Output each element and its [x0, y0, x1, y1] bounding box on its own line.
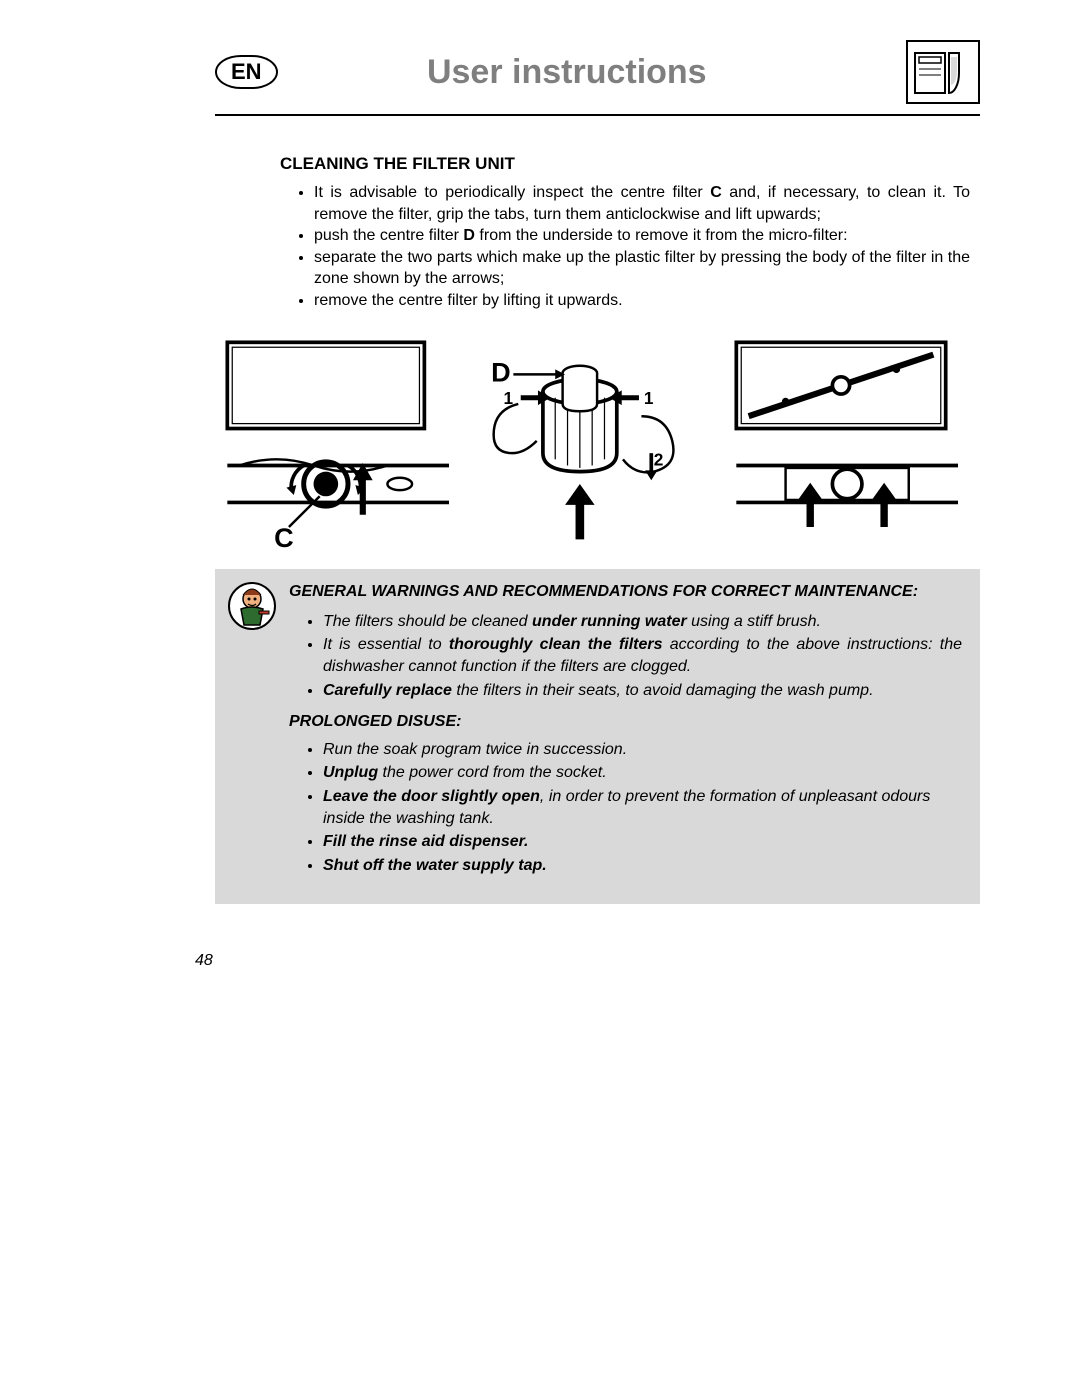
text: push the centre filter	[314, 227, 463, 244]
filter-diagram-strip: C 1	[215, 330, 970, 552]
text: from the underside to remove it from the…	[475, 227, 848, 244]
warnings-heading: GENERAL WARNINGS AND RECOMMENDATIONS FOR…	[289, 581, 962, 603]
diagram-label-c: C	[274, 521, 294, 551]
page-number: 48	[195, 952, 980, 970]
list-item: It is essential to thoroughly clean the …	[323, 634, 962, 677]
warnings-text: GENERAL WARNINGS AND RECOMMENDATIONS FOR…	[289, 581, 962, 886]
text-bold: Unplug	[323, 764, 378, 781]
cleaning-bullet-list: It is advisable to periodically inspect …	[280, 182, 970, 312]
warnings-list: The filters should be cleaned under runn…	[289, 611, 962, 701]
header-rule	[215, 114, 980, 116]
diagram-label-d: D	[492, 356, 512, 387]
list-item: Unplug the power cord from the socket.	[323, 762, 962, 784]
appliance-icon	[906, 40, 980, 104]
disuse-heading: PROLONGED DISUSE:	[289, 711, 962, 733]
text-bold: C	[710, 184, 722, 201]
page-header: EN User instructions	[215, 40, 980, 104]
disuse-list: Run the soak program twice in succession…	[289, 739, 962, 877]
warnings-box: GENERAL WARNINGS AND RECOMMENDATIONS FOR…	[215, 569, 980, 904]
list-item: Fill the rinse aid dispenser.	[323, 831, 962, 853]
diagram-step-3	[724, 330, 970, 552]
text-bold: Shut off the water supply tap.	[323, 857, 547, 874]
manual-page: EN User instructions CLEANING THE FILTER…	[0, 0, 1080, 1397]
section-heading-cleaning: CLEANING THE FILTER UNIT	[280, 154, 970, 174]
text: using a stiff brush.	[687, 613, 821, 630]
list-item: Shut off the water supply tap.	[323, 855, 962, 877]
mascot-icon	[227, 581, 277, 886]
text: Run the soak program twice in succession…	[323, 741, 627, 758]
content-column: CLEANING THE FILTER UNIT It is advisable…	[280, 154, 970, 312]
text-bold: Carefully replace	[323, 682, 452, 699]
list-item: The filters should be cleaned under runn…	[323, 611, 962, 633]
text: the power cord from the socket.	[378, 764, 607, 781]
text-bold: Fill the rinse aid dispenser.	[323, 833, 528, 850]
list-item: separate the two parts which make up the…	[314, 247, 970, 290]
diagram-step-1: C	[215, 330, 461, 552]
list-item: Carefully replace the filters in their s…	[323, 680, 962, 702]
text: It is advisable to periodically inspect …	[314, 184, 710, 201]
page-title: User instructions	[228, 53, 906, 92]
diagram-step-2: 1 1 D 2	[469, 330, 715, 552]
text: the filters in their seats, to avoid dam…	[452, 682, 874, 699]
text-bold: thoroughly clean the filters	[449, 636, 663, 653]
text-bold: Leave the door slightly open	[323, 788, 540, 805]
text-bold: D	[463, 227, 475, 244]
text: The filters should be cleaned	[323, 613, 532, 630]
list-item: push the centre filter D from the unders…	[314, 225, 970, 247]
diagram-label-1r: 1	[644, 387, 654, 407]
text: It is essential to	[323, 636, 449, 653]
text-bold: under running water	[532, 613, 687, 630]
diagram-label-1l: 1	[504, 387, 514, 407]
diagram-label-2: 2	[654, 449, 664, 469]
list-item: It is advisable to periodically inspect …	[314, 182, 970, 225]
list-item: Run the soak program twice in succession…	[323, 739, 962, 761]
list-item: remove the centre filter by lifting it u…	[314, 290, 970, 312]
list-item: Leave the door slightly open, in order t…	[323, 786, 962, 829]
